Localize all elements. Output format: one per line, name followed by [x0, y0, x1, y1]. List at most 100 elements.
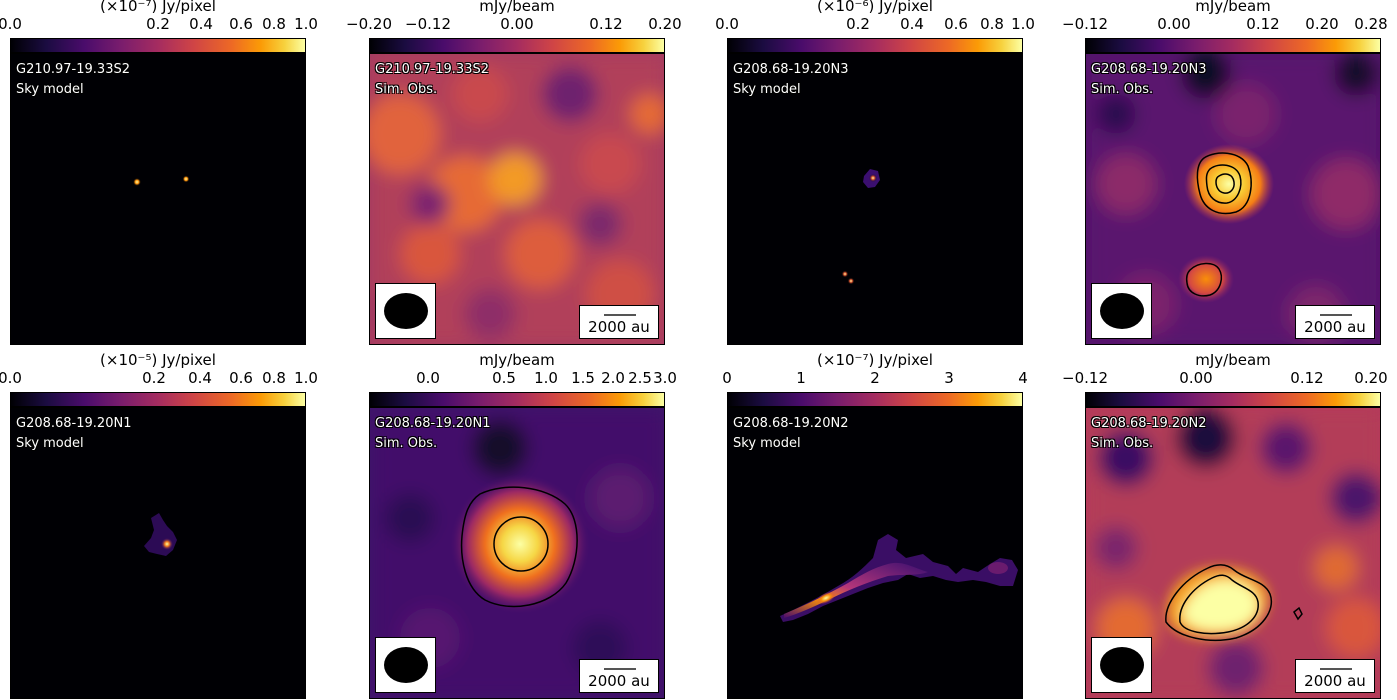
- colorbar: [727, 38, 1023, 53]
- colorbar-tick: 0.20: [648, 15, 682, 33]
- source-name-label: G208.68-19.20N1: [16, 416, 132, 431]
- beam-indicator: [1091, 283, 1152, 339]
- colorbar-tick: 0.0: [416, 369, 440, 387]
- colorbar-tick: 0.12: [1290, 369, 1324, 387]
- sky-model-emission: [841, 169, 880, 285]
- colorbar-tick: 0.12: [589, 15, 623, 33]
- colorbar: [10, 392, 306, 407]
- colorbar-tick: 0: [722, 369, 732, 387]
- colorbar-title: mJy/beam: [1195, 351, 1271, 369]
- scale-bar-label: 2000 au: [1304, 672, 1366, 690]
- colorbar-ticks: 0.0 0.5 1.0 1.5 2.0 2.5 3.0: [369, 369, 677, 387]
- colorbar-tick: 0.8: [262, 15, 286, 33]
- colorbar-tick: 0.6: [229, 369, 253, 387]
- scale-bar-label: 2000 au: [1304, 318, 1366, 336]
- colorbar: [369, 38, 665, 53]
- colorbar-tick: 1.0: [294, 15, 318, 33]
- beam-ellipse: [1100, 647, 1144, 683]
- colorbar-title: (×10⁻⁷) Jy/pixel: [817, 351, 933, 369]
- colorbar-ticks: 0.0 0.2 0.4 0.6 0.8 1.0: [715, 15, 1035, 33]
- colorbar-tick: 0.2: [142, 369, 166, 387]
- colorbar-tick: 0.6: [229, 15, 253, 33]
- colorbar-tick: 0.00: [500, 15, 534, 33]
- colorbar-title: (×10⁻⁶) Jy/pixel: [817, 0, 933, 15]
- scale-bar-line: [604, 668, 636, 670]
- colorbar-tick: 0.4: [188, 369, 212, 387]
- panel-sky-model-g208-n1: (×10⁻⁵) Jy/pixel 0.0 0.2 0.4 0.6 0.8 1.0…: [0, 352, 318, 699]
- colorbar-tick: −0.20: [346, 15, 392, 33]
- sky-model-image: G208.68-19.20N3 Sky model: [727, 53, 1023, 345]
- colorbar-tick: 1: [796, 369, 806, 387]
- colorbar-tick: −0.12: [1062, 369, 1108, 387]
- colorbar: [10, 38, 306, 53]
- colorbar-tick: 0.28: [1354, 15, 1388, 33]
- image-type-label: Sim. Obs.: [375, 436, 438, 451]
- image-type-label: Sim. Obs.: [1091, 82, 1154, 97]
- panel-sim-obs-g208-n2: mJy/beam −0.12 0.00 0.12 0.20: [1062, 351, 1388, 699]
- panel-sim-obs-g210-s2: mJy/beam −0.20 −0.12 0.00 0.12 0.20: [346, 0, 682, 345]
- simulated-observation-image: G208.68-19.20N3 Sim. Obs. 2000 au: [1085, 53, 1381, 345]
- panel-sim-obs-g208-n3: mJy/beam −0.12 0.00 0.12 0.20 0.28: [1062, 0, 1388, 345]
- colorbar-tick: 0.5: [492, 369, 516, 387]
- simulated-emission: [370, 408, 664, 698]
- simulated-emission: [370, 54, 664, 344]
- scale-bar-line: [1320, 314, 1352, 316]
- colorbar-tick: 0.00: [1179, 369, 1213, 387]
- source-name-label: G210.97-19.33S2: [375, 62, 489, 77]
- sky-model-emission: [133, 175, 190, 186]
- simulated-observation-image: G208.68-19.20N1 Sim. Obs. 2000 au: [369, 407, 665, 699]
- colorbar-ticks: −0.12 0.00 0.12 0.20 0.28: [1062, 15, 1388, 33]
- scale-bar-line: [1320, 668, 1352, 670]
- colorbar-tick: 0.00: [1157, 15, 1191, 33]
- colorbar-tick: 0.8: [262, 369, 286, 387]
- beam-ellipse: [1100, 293, 1144, 329]
- source-name-label: G208.68-19.20N3: [733, 62, 849, 77]
- colorbar-tick: 2.5: [628, 369, 652, 387]
- sky-model-image: G208.68-19.20N2 Sky model: [727, 407, 1023, 699]
- scale-bar: 2000 au: [579, 305, 659, 339]
- colorbar-title: mJy/beam: [1195, 0, 1271, 15]
- sky-model-image: G210.97-19.33S2 Sky model: [10, 53, 306, 345]
- scale-bar: 2000 au: [579, 659, 659, 693]
- image-type-label: Sky model: [733, 436, 801, 451]
- colorbar: [1085, 392, 1381, 407]
- simulated-observation-image: G210.97-19.33S2 Sim. Obs. 2000 au: [369, 53, 665, 345]
- beam-indicator: [375, 283, 436, 339]
- colorbar-tick: 0.0: [0, 369, 22, 387]
- sky-model-emission: [144, 513, 177, 556]
- colorbar-ticks: 0.0 0.2 0.4 0.6 0.8 1.0: [0, 15, 318, 33]
- colorbar: [727, 392, 1023, 407]
- colorbar-title: mJy/beam: [479, 351, 555, 369]
- source-name-label: G210.97-19.33S2: [16, 62, 130, 77]
- colorbar-tick: 0.12: [1246, 15, 1280, 33]
- colorbar-tick: 1.0: [534, 369, 558, 387]
- colorbar-tick: 0.0: [0, 15, 22, 33]
- colorbar-tick: −0.12: [1062, 15, 1108, 33]
- colorbar-tick: 2.0: [601, 369, 625, 387]
- colorbar-tick: 1.5: [571, 369, 595, 387]
- colorbar-ticks: −0.20 −0.12 0.00 0.12 0.20: [346, 15, 682, 33]
- colorbar: [1085, 38, 1381, 53]
- colorbar-tick: 0.2: [146, 15, 170, 33]
- source-name-label: G208.68-19.20N2: [1091, 416, 1207, 431]
- colorbar-tick: 0.0: [715, 15, 739, 33]
- colorbar-title: (×10⁻⁷) Jy/pixel: [100, 0, 216, 15]
- colorbar-title: mJy/beam: [479, 0, 555, 15]
- colorbar-tick: 3: [944, 369, 954, 387]
- image-type-label: Sky model: [16, 82, 84, 97]
- source-name-label: G208.68-19.20N2: [733, 416, 849, 431]
- simulated-observation-image: G208.68-19.20N2 Sim. Obs. 2000 au: [1085, 407, 1381, 699]
- colorbar-ticks: 0 1 2 3 4: [722, 369, 1028, 387]
- colorbar-tick: 0.4: [189, 15, 213, 33]
- image-type-label: Sim. Obs.: [1091, 436, 1154, 451]
- sky-model-emission: [780, 534, 1018, 622]
- colorbar-tick: 0.20: [1354, 369, 1388, 387]
- colorbar-tick: 2: [870, 369, 880, 387]
- colorbar-tick: 0.2: [846, 15, 870, 33]
- colorbar-tick: 0.20: [1305, 15, 1339, 33]
- panel-sim-obs-g208-n1: mJy/beam 0.0 0.5 1.0 1.5 2.0 2.5 3.0: [369, 351, 677, 699]
- simulated-emission: [1086, 408, 1380, 698]
- sky-model-image: G208.68-19.20N1 Sky model: [10, 407, 306, 699]
- colorbar-tick: 3.0: [653, 369, 677, 387]
- panel-sky-model-g210-s2: (×10⁻⁷) Jy/pixel 0.0 0.2 0.4 0.6 0.8 1.0…: [0, 0, 318, 345]
